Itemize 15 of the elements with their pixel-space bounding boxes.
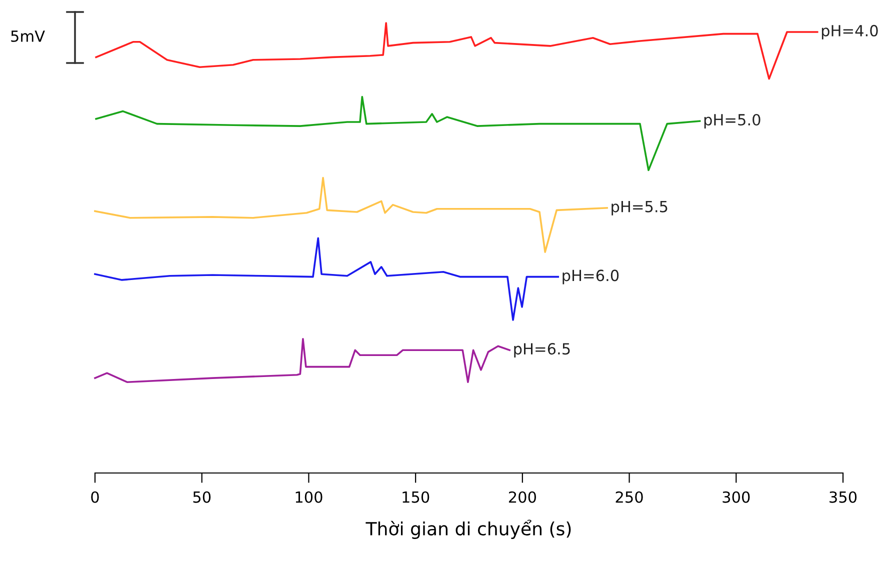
series-label: pH=6.5 (514, 343, 570, 358)
x-tick-label: 50 (193, 491, 211, 503)
series-label: pH=5.0 (704, 114, 760, 128)
series-label: pH=6.0 (562, 270, 619, 284)
x-tick-label: 350 (830, 491, 857, 503)
x-tick-label: 300 (722, 491, 750, 503)
series-label: pH=4.0 (822, 24, 878, 40)
x-axis-title: Thời gian di chuyển (s) (366, 520, 571, 540)
x-tick-label: 250 (616, 491, 643, 503)
text: 5mV (11, 30, 45, 42)
x-tick-label: 150 (402, 491, 430, 503)
series-label: pH=5.5 (612, 201, 668, 216)
x-tick-label: 0 (91, 491, 99, 503)
x-tick-label: 200 (508, 491, 536, 503)
x-tick-label: 100 (296, 491, 322, 503)
